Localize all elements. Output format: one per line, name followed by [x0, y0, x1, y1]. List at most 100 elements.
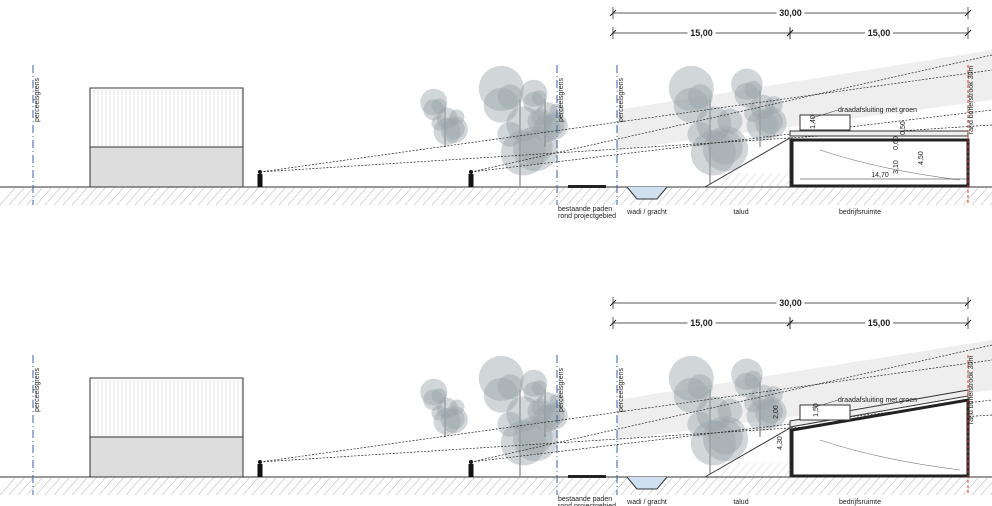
- measurement: 4,30: [777, 436, 784, 450]
- tree-foliage: [483, 87, 519, 123]
- talud-hatch: [743, 462, 757, 478]
- tree-foliage: [478, 355, 524, 401]
- hatch: [953, 186, 971, 206]
- hatch: [125, 476, 143, 496]
- hatch: [521, 476, 539, 496]
- tree-foliage: [520, 369, 548, 397]
- tree-foliage: [423, 389, 445, 411]
- hatch: [116, 186, 134, 206]
- dim-slash: [609, 29, 617, 37]
- tree-foliage: [717, 398, 743, 424]
- tree-foliage: [440, 116, 468, 144]
- tree-foliage: [755, 106, 787, 139]
- tree-foliage: [744, 370, 762, 389]
- measurement: 14,70: [871, 172, 889, 179]
- tree-foliage: [423, 99, 445, 121]
- tree-foliage: [420, 88, 448, 116]
- hatch: [278, 476, 296, 496]
- tree-foliage: [687, 121, 713, 147]
- hatch: [611, 186, 629, 206]
- measurement: 2,00: [773, 405, 780, 419]
- hatch: [413, 476, 431, 496]
- hatch: [656, 186, 674, 206]
- hatch: [800, 186, 818, 206]
- tree-foliage: [734, 372, 760, 398]
- sight-line: [470, 54, 992, 173]
- hatch: [305, 186, 323, 206]
- tree-foliage: [533, 114, 561, 142]
- talud-hatch: [735, 172, 749, 188]
- hatch: [836, 186, 854, 206]
- hatch: [314, 476, 332, 496]
- hatch: [836, 476, 854, 496]
- dim-slash: [786, 319, 794, 327]
- tree-foliage: [506, 106, 542, 142]
- hatch: [872, 476, 890, 496]
- hatch: [800, 476, 818, 496]
- hatch: [89, 476, 107, 496]
- hatch: [44, 186, 62, 206]
- hatch: [539, 476, 557, 496]
- tree-foliage: [520, 79, 548, 107]
- talud-hatch: [719, 462, 733, 478]
- tree-foliage: [758, 109, 783, 134]
- tree-foliage: [483, 377, 519, 413]
- hatch: [359, 186, 377, 206]
- hatch: [476, 186, 494, 206]
- hatch: [458, 476, 476, 496]
- sight-line: [470, 344, 992, 463]
- tree-foliage: [527, 398, 553, 424]
- tree-foliage: [687, 374, 713, 400]
- ground-label: rond projectgebied: [558, 213, 616, 220]
- hatch: [701, 186, 719, 206]
- tree-foliage: [497, 121, 523, 147]
- hatch: [728, 476, 746, 496]
- tree-foliage: [690, 420, 736, 466]
- tree-foliage: [690, 130, 736, 176]
- hatch: [170, 476, 188, 496]
- hatch: [845, 186, 863, 206]
- tree: [731, 358, 787, 437]
- hatch: [287, 186, 305, 206]
- path: [568, 185, 606, 188]
- person-body: [468, 464, 474, 477]
- hatch: [863, 186, 881, 206]
- hatch: [44, 476, 62, 496]
- tree-foliage: [731, 68, 763, 101]
- hatch: [98, 476, 116, 496]
- hatch: [980, 482, 992, 496]
- tree: [668, 355, 749, 477]
- talud: [703, 427, 791, 478]
- hatch: [944, 476, 962, 496]
- building-lower: [89, 436, 244, 478]
- hatch: [188, 186, 206, 206]
- tree-foliage: [703, 416, 749, 462]
- hatch: [467, 476, 485, 496]
- hatch: [233, 186, 251, 206]
- dim-label: 15,00: [690, 318, 713, 328]
- hatch: [413, 186, 431, 206]
- hatch: [962, 186, 980, 206]
- hatch: [35, 186, 53, 206]
- hatch: [944, 186, 962, 206]
- measurement: 0,50: [900, 121, 907, 135]
- hatch: [368, 186, 386, 206]
- hatch: [881, 476, 899, 496]
- hatch: [566, 186, 584, 206]
- hatch: [233, 476, 251, 496]
- dim-slash: [609, 9, 617, 17]
- hatch: [539, 186, 557, 206]
- tree-foliage: [433, 408, 461, 436]
- hatch: [557, 186, 575, 206]
- hatch: [206, 186, 224, 206]
- hatch: [782, 186, 800, 206]
- tree-foliage: [531, 110, 547, 126]
- tree-foliage: [431, 388, 447, 404]
- talud-hatch: [775, 462, 789, 478]
- hatch: [701, 476, 719, 496]
- hatch: [971, 186, 989, 206]
- hatch: [26, 476, 44, 496]
- hatch: [62, 186, 80, 206]
- dim-slash: [786, 29, 794, 37]
- hatch: [161, 186, 179, 206]
